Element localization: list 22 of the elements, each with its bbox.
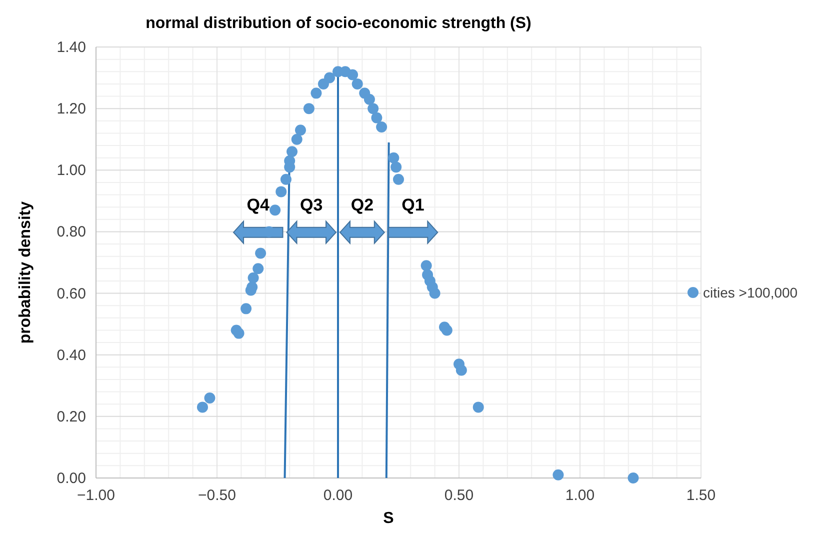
y-axis-title: probability density bbox=[17, 201, 34, 344]
chart-title: normal distribution of socio-economic strength (S) bbox=[146, 15, 532, 32]
x-tick-label: 0.00 bbox=[323, 487, 353, 504]
x-tick-label: 1.50 bbox=[686, 487, 716, 504]
y-tick-label: 0.00 bbox=[56, 470, 86, 487]
y-tick-label: 0.20 bbox=[56, 408, 86, 426]
legend-label: cities >100,000 bbox=[703, 284, 798, 300]
annotation: Q1 bbox=[402, 195, 424, 214]
y-tick-label: 0.40 bbox=[56, 346, 86, 364]
annotation: Q4 bbox=[246, 195, 270, 214]
y-tick-label: 1.20 bbox=[56, 100, 86, 118]
x-tick-label: 1.00 bbox=[565, 487, 595, 504]
x-axis-title: S bbox=[383, 510, 394, 527]
y-tick-label: 0.80 bbox=[56, 224, 86, 241]
y-tick-label: 1.00 bbox=[56, 162, 86, 180]
y-tick-label: 1.40 bbox=[56, 39, 86, 56]
y-tick-label: 0.60 bbox=[56, 285, 86, 302]
x-tick-label: −0.50 bbox=[198, 487, 236, 504]
x-tick-label: 0.50 bbox=[444, 487, 474, 504]
annotation: Q2 bbox=[350, 195, 374, 214]
x-tick-label: −1.00 bbox=[77, 487, 115, 504]
annotation: Q3 bbox=[300, 195, 323, 214]
